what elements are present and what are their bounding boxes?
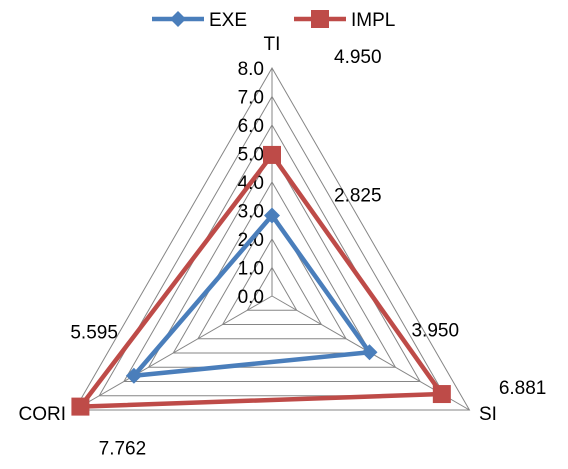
- axis-label-si: SI: [479, 404, 497, 425]
- data-labels: 2.825 3.950 5.595 4.950 6.881 7.762: [70, 47, 546, 460]
- data-label: 3.950: [411, 320, 459, 341]
- tick-label: 8.0: [238, 59, 264, 80]
- data-point: [125, 367, 142, 384]
- data-point: [263, 145, 281, 164]
- legend-marker: [311, 10, 329, 28]
- axis-label-ti: TI: [264, 34, 281, 55]
- tick-label: 6.0: [238, 116, 264, 137]
- grid-ring: [172, 181, 372, 354]
- grid-ring: [197, 209, 347, 340]
- axis-label-cori: CORI: [19, 404, 67, 425]
- series-line-impl: [78, 152, 445, 409]
- grid-ring: [98, 95, 446, 397]
- axis-labels: TI SI CORI: [19, 34, 497, 425]
- tick-label: 3.0: [238, 202, 264, 223]
- data-label: 2.825: [334, 185, 382, 206]
- legend-label-impl: IMPL: [351, 10, 395, 31]
- grid-ring: [73, 67, 471, 411]
- data-label: 4.950: [334, 47, 382, 68]
- grid-ring: [147, 152, 397, 368]
- data-label: 6.881: [499, 378, 547, 399]
- radar-grid: [73, 67, 471, 411]
- tick-label: 0.0: [238, 287, 264, 308]
- data-point: [432, 385, 451, 404]
- tick-label: 1.0: [238, 259, 264, 280]
- axis-spoke: [74, 295, 273, 411]
- series-group: [71, 145, 451, 416]
- data-point: [264, 207, 280, 224]
- data-point: [71, 397, 90, 416]
- tick-label: 5.0: [238, 145, 264, 166]
- grid-ring: [221, 237, 323, 325]
- data-label: 7.762: [99, 439, 147, 460]
- data-point: [361, 344, 378, 361]
- data-label: 5.595: [70, 323, 118, 344]
- grid-ring: [246, 266, 298, 311]
- series-line-exe: [131, 213, 372, 378]
- legend-label-exe: EXE: [209, 10, 247, 31]
- legend-marker: [170, 11, 186, 27]
- tick-label: 7.0: [238, 88, 264, 109]
- legend: EXE IMPL: [152, 10, 395, 31]
